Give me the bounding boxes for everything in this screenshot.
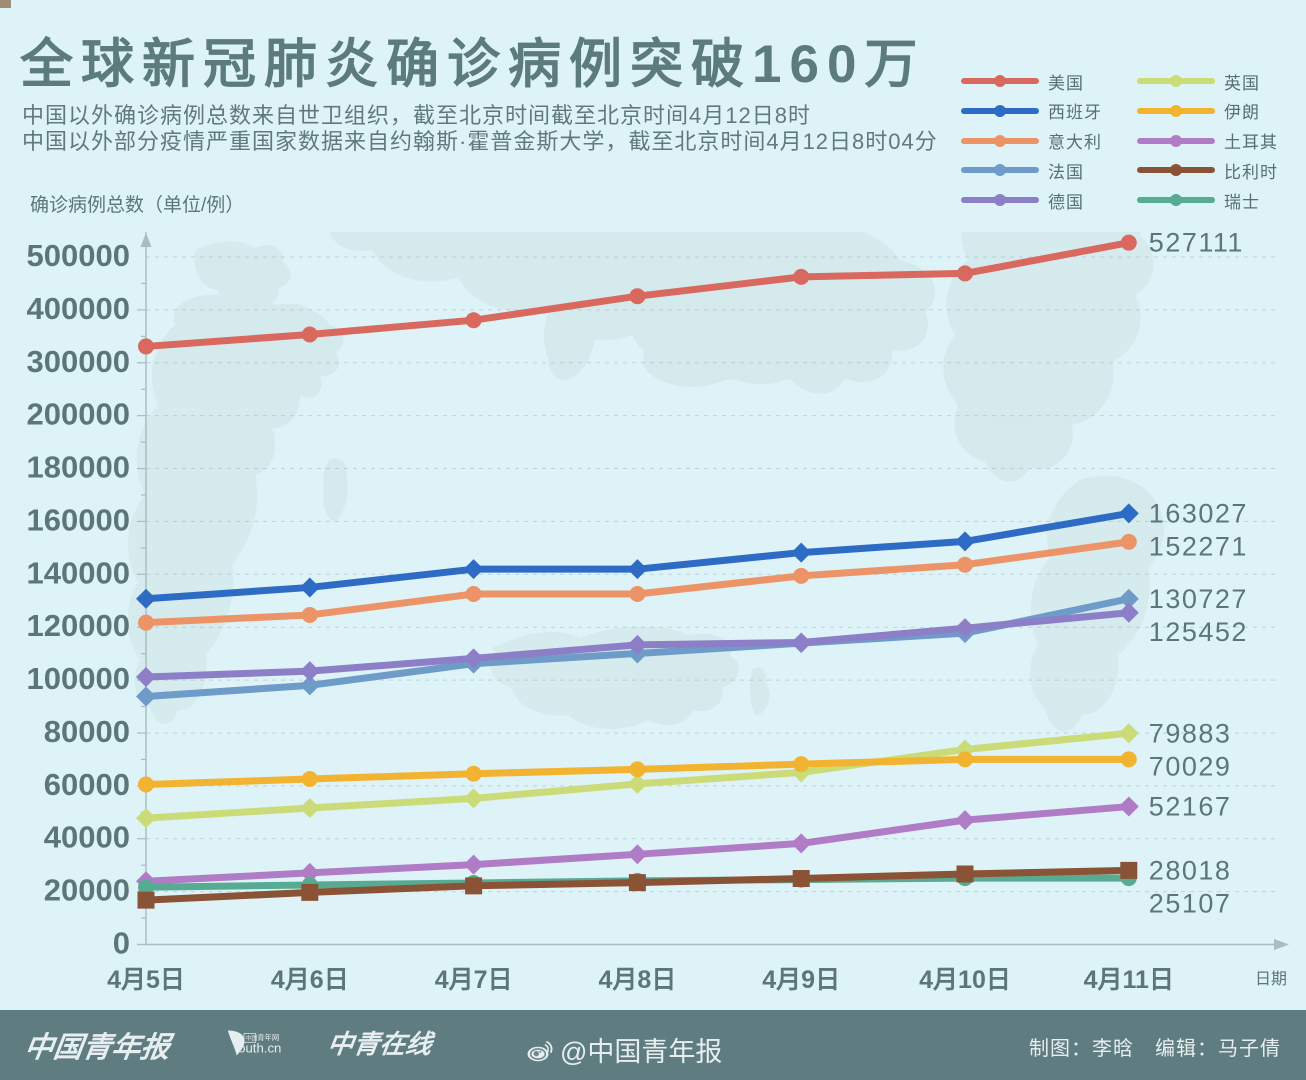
svg-text:120000: 120000 [27, 608, 130, 643]
svg-text:163027: 163027 [1149, 498, 1248, 528]
svg-text:140000: 140000 [27, 555, 130, 590]
svg-text:60000: 60000 [44, 767, 130, 802]
svg-text:527111: 527111 [1149, 228, 1244, 258]
svg-text:70029: 70029 [1149, 751, 1232, 781]
svg-text:40000: 40000 [44, 820, 130, 855]
svg-text:180000: 180000 [27, 450, 130, 485]
svg-text:500000: 500000 [27, 238, 130, 273]
svg-text:20000: 20000 [44, 873, 130, 908]
svg-text:28018: 28018 [1149, 855, 1232, 885]
svg-text:79883: 79883 [1149, 718, 1232, 748]
svg-text:25107: 25107 [1149, 888, 1232, 918]
svg-text:52167: 52167 [1149, 792, 1232, 822]
svg-text:152271: 152271 [1149, 531, 1248, 561]
svg-text:0: 0 [113, 926, 130, 961]
svg-text:200000: 200000 [27, 397, 130, 432]
svg-text:400000: 400000 [27, 291, 130, 326]
svg-text:100000: 100000 [27, 661, 130, 696]
svg-text:80000: 80000 [44, 714, 130, 749]
svg-text:300000: 300000 [27, 344, 130, 379]
svg-text:130727: 130727 [1149, 584, 1248, 614]
svg-text:outh.cn: outh.cn [238, 1041, 281, 1056]
svg-text:125452: 125452 [1149, 617, 1248, 647]
svg-text:160000: 160000 [27, 502, 130, 537]
